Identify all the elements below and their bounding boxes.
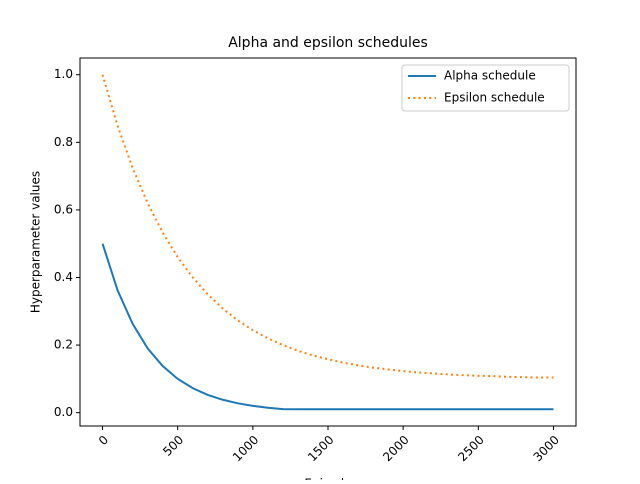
legend-label: Epsilon schedule xyxy=(444,91,545,105)
legend-box xyxy=(401,64,570,112)
x-axis-label: Episode xyxy=(304,477,351,481)
y-tick-label: 1.0 xyxy=(54,67,73,81)
series-line xyxy=(101,74,554,379)
y-axis-label: Hyperparameter values xyxy=(29,171,43,313)
chart-title: Alpha and epsilon schedules xyxy=(228,35,428,51)
y-tick-label: 0.2 xyxy=(54,338,73,352)
plot-frame xyxy=(79,57,577,427)
legend-label: Alpha schedule xyxy=(444,69,536,83)
y-tick-label: 0.0 xyxy=(54,405,73,419)
y-tick-label: 0.6 xyxy=(54,202,73,216)
y-tick-label: 0.8 xyxy=(54,135,73,149)
y-tick-label: 0.4 xyxy=(54,270,73,284)
series-line xyxy=(101,243,554,411)
